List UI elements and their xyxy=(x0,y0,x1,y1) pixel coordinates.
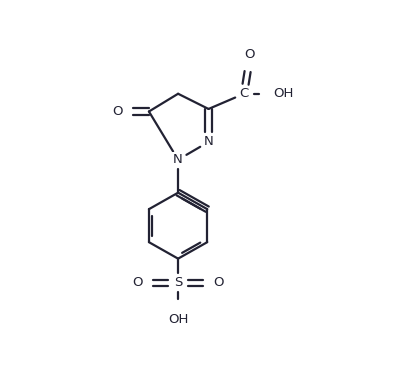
Text: OH: OH xyxy=(168,313,188,326)
Text: O: O xyxy=(244,48,254,61)
Text: OH: OH xyxy=(273,87,294,100)
Text: N: N xyxy=(204,135,214,148)
Text: O: O xyxy=(112,105,122,118)
Text: N: N xyxy=(173,153,183,166)
Text: C: C xyxy=(239,87,249,100)
Text: O: O xyxy=(132,276,143,289)
Text: O: O xyxy=(214,276,224,289)
Text: S: S xyxy=(174,276,182,289)
